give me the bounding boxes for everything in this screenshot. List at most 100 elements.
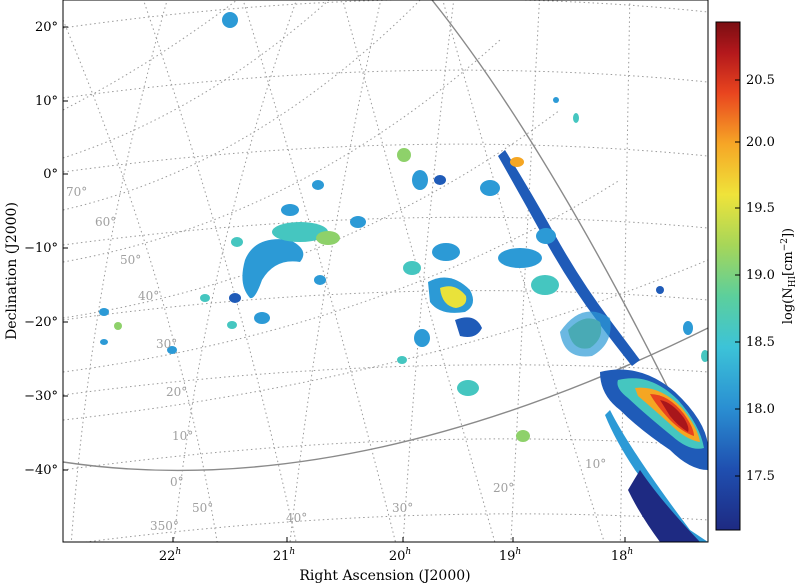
ra-grid-line-20h [402,0,455,542]
hi-cloud-left-7 [350,216,366,228]
cbar-tick-label-19-5: 19.5 [746,201,775,216]
y-axis: 20° 10° 0° −10° −20° −30° −40° [24,20,68,478]
glon-label-350: 350° [150,519,179,533]
cbar-tick-18-5: 18.5 [735,335,775,350]
hi-cloud-center-10 [536,228,556,244]
hi-cloud-top-2 [397,148,411,162]
ra-grid [70,0,631,542]
x-tick-label-19h: 19h [499,547,521,564]
y-axis-label: Declination (J2000) [4,202,20,340]
cbar-tick-label-20-5: 20.5 [746,73,775,88]
hi-cloud-top-6 [553,97,559,103]
y-tick-label-m40: −40° [24,463,58,478]
glon-label-70: 70° [66,185,87,199]
plot-area [63,0,708,542]
hi-cloud-left-2 [316,231,340,245]
hi-cloud-ridge-tail-outer [628,470,700,542]
cbar-tick-20-5: 20.5 [735,73,775,88]
y-tick-m40: −40° [24,463,68,478]
hi-cloud-left-8 [314,275,326,285]
dec-grid-line-0 [63,143,708,173]
glon-label-10: 10° [585,457,606,471]
cbar-tick-18-0: 18.0 [735,402,775,417]
y-tick-label-20: 20° [35,20,58,35]
glon-label-30: 30° [392,501,413,515]
x-tick-19h: 19h [499,537,521,564]
cbar-tick-label-20-0: 20.0 [746,135,775,150]
hi-cloud-farleft-2 [114,322,122,330]
hi-cloud-stream-knot [510,157,524,167]
x-tick-20h: 20h [389,537,411,564]
plot-content: 350° 0° 10° 20° 30° 40° 50° 60° 70° 50° … [63,0,708,542]
x-tick-22h: 22h [159,537,181,564]
hi-cloud-main-ridge-core4 [660,400,689,432]
colorbar: 20.5 20.0 19.5 19.0 18.5 18.0 17.5 log(N… [715,21,798,531]
hi-cloud-left-4 [281,204,299,216]
galactic-grid [63,0,708,542]
hi-cloud-center-4 [403,261,421,275]
x-tick-label-21h: 21h [273,547,295,564]
y-tick-label-0: 0° [43,167,58,182]
ra-grid-line-23h [70,0,168,542]
y-tick-label-m20: −20° [24,315,58,330]
hi-stream-diagonal [498,150,640,366]
dec-grid-line-20 [63,0,708,29]
y-tick-m10: −10° [24,241,68,256]
hi-cloud-farleft-6 [414,329,430,347]
glon-label-40: 40° [286,511,307,525]
hi-cloud-top-4 [434,175,446,185]
glat-grid-line-70 [63,0,238,111]
glat-grid-line-10 [63,259,708,421]
glon-label-50-b: 50° [192,501,213,515]
y-tick-label-m10: −10° [24,241,58,256]
plot-frame [62,0,709,543]
x-axis-label: Right Ascension (J2000) [299,568,470,584]
hi-cloud-farleft-4 [167,346,177,354]
cbar-tick-label-18-0: 18.0 [746,402,775,417]
glat-grid-line-20 [63,179,621,373]
glat-grid-line-50 [63,0,421,211]
glat-label-50: 50° [120,253,141,267]
glon-label-60: 60° [95,215,116,229]
hi-cloud-center-9 [516,430,530,442]
hi-cloud-farleft-1 [99,308,109,316]
glat-grid-line-40 [63,39,501,263]
hi-cloud-left-3 [254,312,270,324]
hi-cloud-ridge-tail [605,410,708,542]
hi-cloud-center-8 [457,380,479,396]
hi-cloud-farleft-3 [100,339,108,345]
hi-cloud-center-5 [498,248,542,268]
glat-label-40: 40° [138,289,159,303]
y-tick-10: 10° [35,94,68,109]
dec-grid-line-m30 [63,364,708,396]
hi-emission [99,12,708,542]
hi-cloud-top-5 [573,113,579,123]
glat-grid-line-30 [63,109,561,319]
hi-cloud-right-3 [656,286,664,294]
hi-cloud-right-2 [701,350,708,362]
cbar-tick-19-5: 19.5 [735,201,775,216]
glon-grid-line-20 [342,0,496,542]
y-tick-20: 20° [35,20,68,35]
hi-cloud-farleft-7 [397,356,407,364]
colorbar-label: log(NHI[cm−2]) [780,228,798,324]
hi-cloud-584-outer [560,311,611,357]
dec-grid-line-m10 [63,216,708,246]
cbar-tick-label-18-5: 18.5 [746,335,775,350]
hi-cloud-left-arc [242,239,304,299]
hi-cloud-top-3 [412,170,428,190]
y-tick-label-m30: −30° [24,389,58,404]
galactic-grid-labels: 350° 0° 10° 20° 30° 40° 50° 60° 70° 50° … [66,185,606,533]
y-tick-0: 0° [43,167,68,182]
x-tick-label-20h: 20h [389,547,411,564]
hi-cloud-left-5 [312,180,324,190]
y-tick-label-10: 10° [35,94,58,109]
glat-label-20: 20° [166,385,187,399]
hi-cloud-center-3 [432,243,460,261]
x-axis: 22h 21h 20h 19h 18h [159,537,633,564]
hi-cloud-right-1 [683,321,693,335]
glat-label-10: 10° [172,429,193,443]
hi-cloud-left-6 [231,237,243,247]
x-tick-21h: 21h [273,537,295,564]
